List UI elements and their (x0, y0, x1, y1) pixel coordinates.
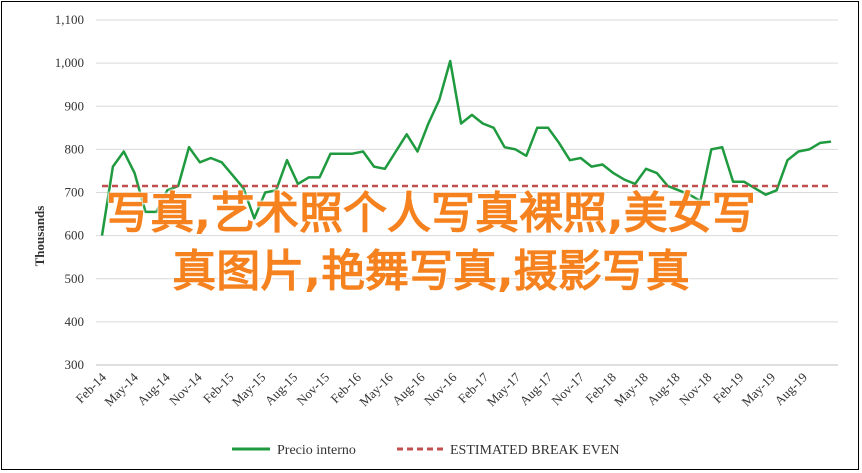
x-tick-label: May-16 (356, 369, 396, 409)
x-tick-label: May-19 (739, 370, 779, 410)
y-tick-label: 1,100 (55, 12, 84, 27)
y-axis-ticks: 300 400 500 600 700 800 900 1,000 1,100 (55, 12, 84, 372)
x-tick-label: Aug-18 (644, 370, 683, 409)
x-tick-label: May-17 (484, 369, 524, 409)
x-tick-label: Aug-16 (389, 369, 428, 408)
x-tick-label: Nov-17 (548, 369, 587, 408)
x-tick-label: Aug-15 (262, 370, 301, 409)
y-tick-label: 500 (65, 271, 85, 286)
x-tick-label: Nov-15 (293, 370, 332, 409)
series-group (100, 59, 832, 236)
overlay-text-line-1: 写真,艺术照个人写真裸照,美女写 (106, 188, 756, 239)
x-tick-label: May-18 (611, 370, 651, 410)
x-tick-label: May-15 (229, 370, 269, 410)
x-tick-label: Nov-14 (166, 369, 205, 408)
legend-label-precio: Precio interno (277, 443, 356, 458)
x-tick-label: Aug-17 (517, 369, 556, 408)
y-tick-label: 700 (65, 185, 85, 200)
x-tick-label: Nov-16 (421, 369, 460, 408)
x-tick-label: May-14 (101, 369, 141, 409)
x-tick-label: Aug-19 (771, 370, 810, 409)
series-line-precio (100, 59, 832, 236)
legend-label-break-even: ESTIMATED BREAK EVEN (450, 443, 620, 458)
y-tick-label: 1,000 (55, 55, 84, 70)
x-tick-label: Nov-18 (676, 370, 715, 409)
y-tick-label: 800 (65, 141, 85, 156)
y-axis-label: Thousands (32, 206, 47, 267)
x-tick-label: Aug-14 (134, 369, 173, 408)
legend: Precio interno ESTIMATED BREAK EVEN (232, 443, 620, 458)
x-axis-ticks: Feb-14May-14Aug-14Nov-14Feb-15May-15Aug-… (72, 369, 810, 409)
overlay-text-line-2: 真图片,艳舞写真,摄影写真 (172, 246, 690, 297)
y-tick-label: 600 (65, 228, 85, 243)
y-tick-label: 900 (65, 98, 85, 113)
y-tick-label: 300 (65, 357, 85, 372)
y-tick-label: 400 (65, 314, 85, 329)
